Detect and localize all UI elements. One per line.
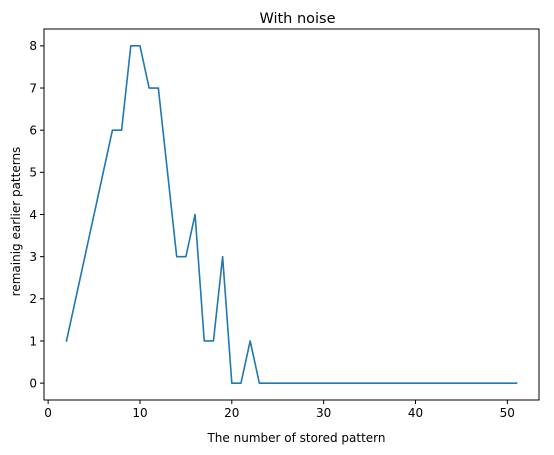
x-tick-label: 20 (224, 406, 239, 420)
x-tick-label: 10 (132, 406, 147, 420)
y-tick-label: 5 (29, 166, 37, 180)
y-tick-label: 3 (29, 250, 37, 264)
y-tick-label: 1 (29, 334, 37, 348)
y-tick-label: 0 (29, 376, 37, 390)
x-axis-label: The number of stored pattern (206, 431, 385, 445)
series-line (65, 45, 518, 384)
axes-frame (43, 28, 540, 401)
plot-area (65, 45, 518, 384)
x-tick-label: 30 (316, 406, 331, 420)
y-tick-label: 8 (29, 39, 37, 53)
y-tick-label: 2 (29, 292, 37, 306)
y-axis-label: remainig earlier patterns (9, 147, 23, 297)
y-tick-label: 6 (29, 123, 37, 137)
x-tick-label: 50 (500, 406, 515, 420)
y-axis-ticks: 0 1 2 3 4 5 6 7 8 (29, 39, 44, 390)
x-tick-label: 0 (44, 406, 52, 420)
chart-title: With noise (259, 11, 335, 27)
x-axis-ticks: 0 10 20 30 40 50 (44, 400, 515, 420)
x-tick-label: 40 (408, 406, 423, 420)
y-tick-label: 4 (29, 208, 37, 222)
y-tick-label: 7 (29, 81, 37, 95)
